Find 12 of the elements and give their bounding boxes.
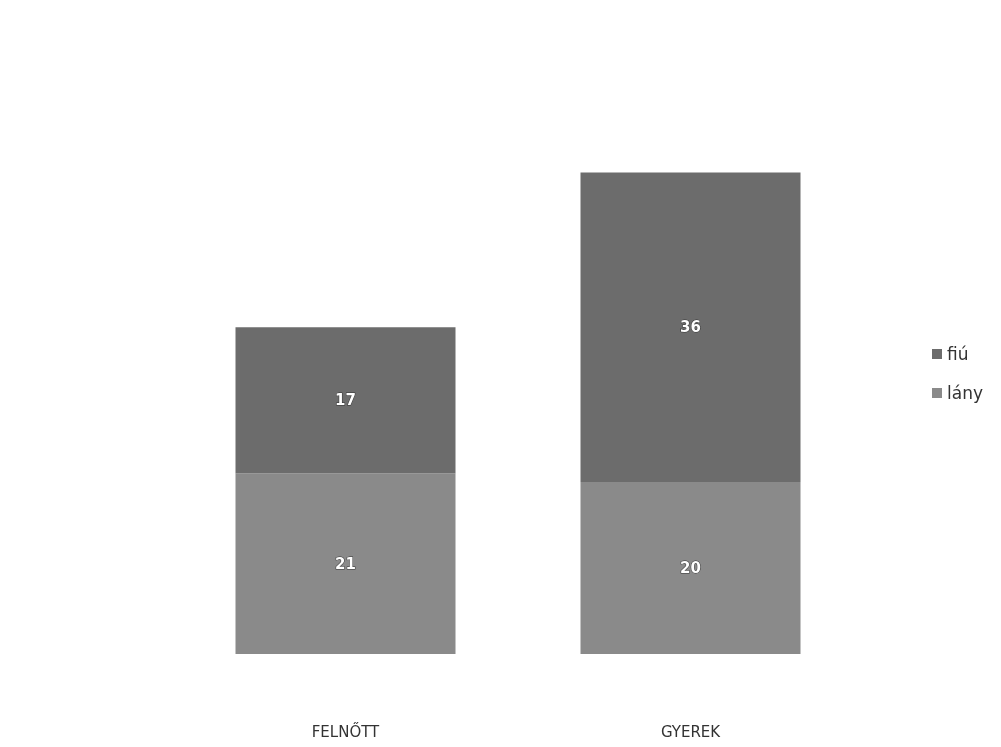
data-label: 36 — [680, 318, 701, 337]
bar — [580, 482, 801, 654]
data-label: 17 — [335, 391, 356, 410]
legend-label: fiú — [947, 344, 969, 364]
bar — [235, 327, 456, 474]
x-tick-label: GYEREK — [660, 722, 722, 741]
bar — [235, 473, 456, 654]
x-tick-label: FELNŐTT — [311, 720, 381, 741]
legend-label: lány — [947, 383, 984, 403]
data-label: 20 — [680, 559, 701, 577]
bar — [580, 172, 801, 482]
data-label: 21 — [335, 554, 356, 573]
